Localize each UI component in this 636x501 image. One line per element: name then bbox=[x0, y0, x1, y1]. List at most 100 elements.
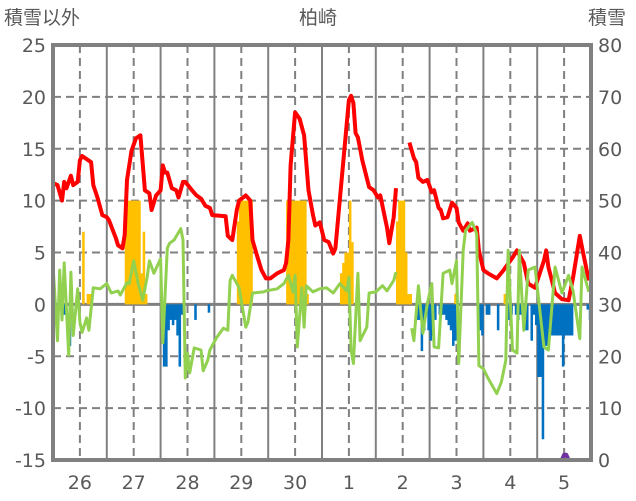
blue-bars-bar bbox=[207, 304, 211, 313]
orange-bars-bar bbox=[245, 200, 249, 305]
blue-bars-bar bbox=[481, 304, 484, 336]
plot-frame bbox=[51, 43, 593, 462]
blue-bars-bar bbox=[566, 304, 569, 336]
x-tick-label: 1 bbox=[343, 472, 355, 494]
blue-bars-bar bbox=[532, 304, 536, 315]
left-tick-label: 0 bbox=[34, 294, 46, 316]
orange-bars-bar bbox=[135, 200, 139, 305]
blue-bars-bar bbox=[496, 304, 500, 331]
orange-bars-bar bbox=[454, 294, 457, 305]
left-tick-label: -15 bbox=[15, 450, 46, 472]
right-tick-label: 30 bbox=[598, 294, 622, 316]
blue-bars-bar bbox=[171, 304, 175, 326]
blue-bars-bar bbox=[555, 304, 558, 336]
orange-bars-bar bbox=[236, 221, 240, 305]
blue-bars-bar bbox=[541, 304, 545, 440]
orange-bars-bar bbox=[342, 262, 345, 305]
orange-bars-bar bbox=[248, 200, 251, 305]
x-tick-label: 28 bbox=[175, 472, 199, 494]
blue-bars-bar bbox=[570, 304, 574, 336]
grid bbox=[53, 45, 591, 460]
orange-bars-bar bbox=[144, 294, 148, 305]
left-tick-label: 15 bbox=[22, 139, 46, 161]
blue-bars-bar bbox=[194, 304, 197, 320]
blue-bars-bar bbox=[429, 304, 433, 341]
blue-bars-bar bbox=[180, 304, 184, 315]
orange-bars-bar bbox=[241, 200, 244, 305]
blue-bars-bar bbox=[445, 304, 448, 320]
orange-bars-bar bbox=[306, 294, 309, 305]
x-axis: 26 27 28 29 30 1 2 3 4 5 bbox=[68, 472, 570, 494]
blue-bars-bar bbox=[478, 304, 482, 331]
blue-bars-bar bbox=[514, 304, 518, 315]
left-tick-label: 20 bbox=[22, 87, 46, 109]
orange-bars-bar bbox=[129, 200, 132, 305]
left-tick-label: -5 bbox=[27, 346, 46, 368]
blue-bars-bar bbox=[525, 304, 529, 331]
right-tick-label: 20 bbox=[598, 346, 622, 368]
orange-bars-bar bbox=[304, 200, 307, 305]
blue-bars-bar bbox=[167, 304, 170, 331]
blue-bars-bar bbox=[449, 304, 453, 331]
right-tick-label: 0 bbox=[598, 450, 610, 472]
blue-bars-bar bbox=[454, 304, 457, 341]
orange-bars-bar bbox=[290, 200, 294, 305]
blue-bars-bar bbox=[559, 304, 563, 336]
blue-bars-bar bbox=[586, 304, 590, 310]
blue-bars-bar bbox=[534, 304, 538, 326]
left-y-axis: 25 20 15 10 5 0 -5 -10 -15 bbox=[15, 35, 46, 472]
orange-bars-bar bbox=[138, 200, 141, 305]
orange-bars-bar bbox=[404, 252, 408, 305]
right-axis-title: 積雪 bbox=[588, 7, 626, 29]
x-tick-label: 29 bbox=[229, 472, 253, 494]
orange-bars-bar bbox=[288, 200, 291, 305]
blue-bars-bar bbox=[539, 304, 542, 377]
x-tick-label: 3 bbox=[450, 472, 462, 494]
orange-bars-bar bbox=[407, 294, 410, 305]
left-tick-label: 5 bbox=[34, 243, 46, 265]
left-tick-label: 10 bbox=[22, 191, 46, 213]
blue-bars-bar bbox=[530, 304, 534, 341]
blue-bars-bar bbox=[427, 304, 430, 331]
orange-bars-bar bbox=[348, 200, 352, 305]
orange-bars-bar bbox=[82, 231, 85, 305]
plot-border bbox=[51, 43, 593, 462]
right-tick-label: 40 bbox=[598, 243, 622, 265]
blue-bars-bar bbox=[557, 304, 560, 336]
orange-bars-bar bbox=[239, 200, 242, 305]
blue-bars-bar bbox=[537, 304, 540, 377]
x-tick-label: 4 bbox=[504, 472, 516, 494]
orange-bars-bar bbox=[301, 200, 305, 305]
orange-bars-bar bbox=[140, 273, 143, 305]
orange-bars-bar bbox=[250, 200, 253, 305]
x-tick-label: 30 bbox=[283, 472, 307, 494]
left-tick-label: -10 bbox=[15, 398, 46, 420]
orange-bars-bar bbox=[88, 294, 92, 305]
orange-bars-bar bbox=[299, 200, 303, 305]
blue-bars-bar bbox=[487, 304, 491, 315]
orange-bars-bar bbox=[86, 294, 90, 305]
blue-bars-bar bbox=[176, 304, 179, 336]
blue-bars-bar bbox=[546, 304, 549, 346]
orange-bars-bar bbox=[292, 200, 296, 305]
right-tick-label: 60 bbox=[598, 139, 622, 161]
x-tick-label: 2 bbox=[397, 472, 409, 494]
orange-bars-bar bbox=[400, 200, 403, 305]
right-tick-label: 80 bbox=[598, 35, 622, 57]
left-axis-title: 積雪以外 bbox=[4, 7, 80, 29]
orange-bars-bar bbox=[344, 252, 347, 305]
blue-bars-bar bbox=[568, 304, 572, 336]
orange-bars-bar bbox=[351, 242, 354, 305]
blue-bars-bar bbox=[434, 304, 437, 320]
blue-bars-bar bbox=[552, 304, 556, 336]
orange-bars-bar bbox=[124, 221, 128, 305]
blue-bars-bar bbox=[543, 304, 547, 346]
orange-bars-bar bbox=[395, 221, 399, 305]
blue-bars-bar bbox=[561, 304, 565, 367]
blue-bars-bar bbox=[174, 304, 177, 320]
orange-bars-bar bbox=[297, 200, 300, 305]
x-tick-label: 5 bbox=[558, 472, 570, 494]
orange-bars-bar bbox=[503, 294, 507, 305]
orange-bars-bar bbox=[243, 200, 247, 305]
green-series-line bbox=[51, 220, 591, 396]
